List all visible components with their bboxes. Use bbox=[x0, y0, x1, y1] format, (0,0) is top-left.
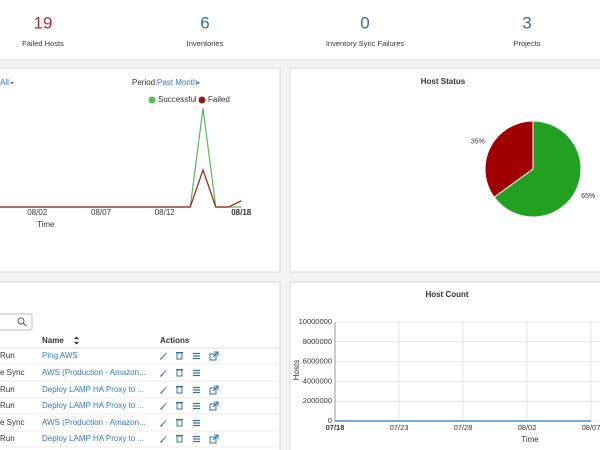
job-type: Run bbox=[0, 385, 15, 394]
x-axis-label: Time bbox=[37, 220, 55, 229]
external-icon bbox=[212, 351, 219, 358]
chart-title: Host Count bbox=[425, 290, 468, 299]
stat-value: 3 bbox=[522, 13, 531, 32]
job-type: Run bbox=[0, 434, 15, 443]
y-axis-label: Hosts bbox=[292, 360, 301, 380]
external-icon[interactable] bbox=[209, 353, 217, 361]
stat-label: Inventory Sync Failures bbox=[326, 39, 405, 48]
x-tick-label: 08/18 bbox=[231, 208, 252, 217]
launch-icon[interactable] bbox=[160, 419, 167, 427]
data-label: 65% bbox=[581, 193, 595, 200]
y-tick-label: 4000000 bbox=[303, 376, 332, 385]
x-tick-label: 07/23 bbox=[390, 423, 409, 432]
sort-icon bbox=[74, 342, 79, 345]
pie-slice bbox=[484, 120, 534, 198]
jobs-panel bbox=[0, 281, 281, 450]
job-name[interactable]: Deploy LAMP HA Proxy to ... bbox=[42, 434, 144, 443]
filter-select[interactable]: All bbox=[0, 78, 9, 87]
legend-swatch[interactable] bbox=[148, 96, 156, 104]
plot bbox=[0, 108, 242, 208]
stat-value: 19 bbox=[34, 13, 53, 32]
period-select[interactable]: Past Month bbox=[157, 78, 197, 87]
launch-icon[interactable] bbox=[160, 402, 167, 410]
y-tick-label: 2000000 bbox=[303, 396, 332, 405]
external-icon bbox=[212, 434, 219, 441]
period-label: Period: bbox=[132, 78, 157, 87]
y-tick-label: 6000000 bbox=[303, 357, 332, 366]
column-header[interactable]: Name bbox=[42, 336, 64, 345]
x-axis-label: Time bbox=[521, 435, 539, 444]
job-status-panel bbox=[0, 67, 281, 273]
x-tick-label: 08/02 bbox=[27, 208, 48, 217]
x-tick-label: 07/18 bbox=[326, 423, 345, 432]
search-icon[interactable] bbox=[17, 317, 25, 325]
job-name[interactable]: AWS (Production - Amazon... bbox=[42, 418, 146, 427]
stat-label: Failed Hosts bbox=[22, 39, 64, 48]
data-label: 35% bbox=[471, 139, 485, 146]
job-name[interactable]: Deploy LAMP HA Proxy to ... bbox=[42, 401, 144, 410]
stat-label: Inventories bbox=[187, 39, 224, 48]
external-icon bbox=[212, 401, 219, 408]
external-icon bbox=[212, 385, 219, 392]
external-icon[interactable] bbox=[209, 387, 217, 395]
legend-label[interactable]: Failed bbox=[208, 95, 230, 104]
x-tick-label: 07/28 bbox=[454, 423, 473, 432]
x-tick-label: 08/07 bbox=[582, 423, 600, 432]
y-tick-label: 10000000 bbox=[299, 317, 332, 326]
y-tick-label: 8000000 bbox=[303, 337, 332, 346]
job-type: e Sync bbox=[0, 418, 24, 427]
external-icon[interactable] bbox=[209, 403, 217, 411]
job-name[interactable]: AWS (Production - Amazon... bbox=[42, 368, 146, 377]
launch-icon[interactable] bbox=[160, 352, 167, 360]
external-icon[interactable] bbox=[209, 436, 217, 444]
launch-icon[interactable] bbox=[160, 369, 167, 377]
search-box[interactable] bbox=[0, 313, 33, 331]
y-tick-label: 0 bbox=[328, 416, 332, 425]
job-name[interactable]: Deploy LAMP HA Proxy to ... bbox=[42, 385, 144, 394]
job-type: e Sync bbox=[0, 368, 24, 377]
sort-icon[interactable] bbox=[74, 336, 79, 340]
legend-label[interactable]: Successful bbox=[158, 95, 197, 104]
launch-icon[interactable] bbox=[160, 386, 167, 394]
column-header: Actions bbox=[160, 336, 190, 345]
stats-bar bbox=[0, 0, 600, 61]
x-tick-label: 08/02 bbox=[518, 423, 537, 432]
job-type: Run bbox=[0, 351, 15, 360]
search-icon bbox=[22, 322, 27, 327]
job-name[interactable]: Ping AWS bbox=[42, 351, 78, 360]
stat-label: Projects bbox=[513, 39, 540, 48]
launch-icon[interactable] bbox=[160, 435, 167, 443]
caret bbox=[10, 82, 14, 85]
stat-value: 6 bbox=[200, 13, 209, 32]
series-line bbox=[0, 168, 242, 208]
caret bbox=[196, 82, 200, 85]
legend-swatch[interactable] bbox=[198, 96, 206, 104]
stat-value: 0 bbox=[360, 13, 369, 32]
pie-slice bbox=[493, 120, 582, 218]
x-tick-label: 08/07 bbox=[91, 208, 112, 217]
job-type: Run bbox=[0, 401, 15, 410]
chart-title: Host Status bbox=[421, 77, 466, 86]
host-count-panel bbox=[289, 281, 600, 450]
x-tick-label: 08/12 bbox=[155, 208, 176, 217]
